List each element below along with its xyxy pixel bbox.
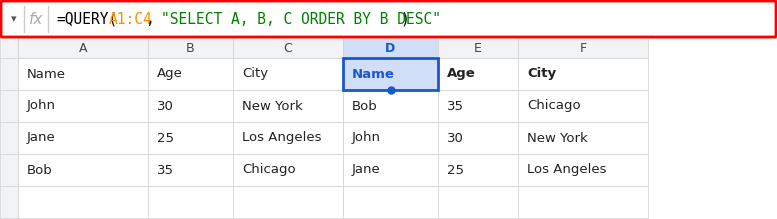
Text: 25: 25 (447, 164, 464, 177)
Bar (233, 58, 343, 90)
Bar (518, 186, 648, 218)
Bar (438, 186, 518, 218)
Text: Jane: Jane (27, 131, 56, 145)
Text: New York: New York (242, 99, 303, 113)
Text: "SELECT A, B, C ORDER BY B DESC": "SELECT A, B, C ORDER BY B DESC" (161, 12, 441, 26)
Bar (233, 38, 343, 58)
Bar (148, 186, 233, 218)
Text: ): ) (401, 12, 409, 26)
Bar (343, 122, 438, 154)
Bar (438, 122, 518, 154)
Bar (438, 38, 518, 58)
Text: B: B (186, 41, 195, 55)
Text: F: F (580, 41, 587, 55)
Text: =QUERY(: =QUERY( (56, 12, 117, 26)
Bar (18, 154, 148, 186)
Bar (518, 58, 648, 90)
Bar (343, 154, 438, 186)
Bar (233, 122, 343, 154)
Bar (0, 122, 18, 154)
Bar (0, 38, 18, 58)
Text: Name: Name (352, 67, 395, 81)
Text: E: E (474, 41, 482, 55)
Text: 30: 30 (447, 131, 464, 145)
Bar (518, 90, 648, 122)
Text: John: John (27, 99, 56, 113)
Text: C: C (284, 41, 292, 55)
Text: D: D (385, 41, 395, 55)
Text: 35: 35 (447, 99, 464, 113)
Text: Los Angeles: Los Angeles (527, 164, 607, 177)
Text: 30: 30 (157, 99, 174, 113)
Bar (343, 58, 438, 90)
Text: City: City (527, 67, 556, 81)
Bar (233, 90, 343, 122)
Bar (233, 186, 343, 218)
Bar (18, 90, 148, 122)
Text: Age: Age (157, 67, 183, 81)
Text: Jane: Jane (352, 164, 381, 177)
Bar (0, 58, 18, 90)
Bar (343, 38, 438, 58)
Bar (0, 154, 18, 186)
Text: New York: New York (527, 131, 587, 145)
Bar (18, 122, 148, 154)
Bar (343, 58, 438, 90)
Bar (148, 38, 233, 58)
Text: ▾: ▾ (11, 14, 17, 24)
Bar (18, 38, 148, 58)
Bar (0, 0, 777, 38)
Text: 25: 25 (157, 131, 174, 145)
Text: A: A (78, 41, 87, 55)
Bar (148, 154, 233, 186)
Bar (518, 38, 648, 58)
Bar (518, 154, 648, 186)
Text: Bob: Bob (352, 99, 378, 113)
Text: Chicago: Chicago (242, 164, 295, 177)
Bar (343, 90, 438, 122)
Text: fx: fx (29, 12, 44, 26)
Text: Age: Age (447, 67, 476, 81)
Bar (518, 122, 648, 154)
Text: 35: 35 (157, 164, 174, 177)
Bar (438, 58, 518, 90)
Bar (438, 90, 518, 122)
Bar (343, 186, 438, 218)
Text: A1:C4: A1:C4 (109, 12, 152, 26)
Bar (18, 58, 148, 90)
Bar (233, 154, 343, 186)
Bar (148, 58, 233, 90)
Text: Bob: Bob (27, 164, 53, 177)
Text: John: John (352, 131, 381, 145)
Bar (438, 154, 518, 186)
Bar (148, 122, 233, 154)
Bar (148, 90, 233, 122)
Text: ,: , (146, 12, 163, 26)
Bar (18, 186, 148, 218)
Text: Los Angeles: Los Angeles (242, 131, 322, 145)
Bar (0, 90, 18, 122)
Text: City: City (242, 67, 268, 81)
Text: Chicago: Chicago (527, 99, 580, 113)
Bar (0, 186, 18, 218)
Text: Name: Name (27, 67, 66, 81)
